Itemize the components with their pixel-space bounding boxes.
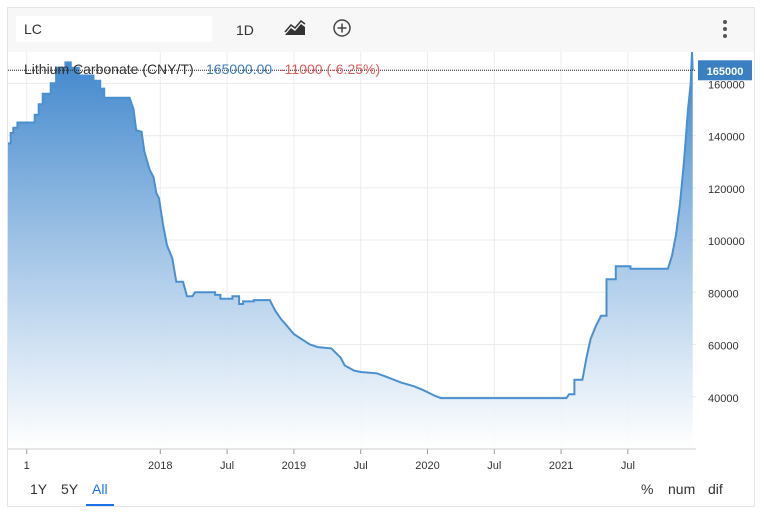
chart-footer: 1Y 5Y All % num dif — [8, 478, 754, 506]
price-line — [8, 51, 694, 400]
last-price: 165000.00 — [206, 61, 272, 77]
price-change: -11000 (-6.25%) — [280, 61, 380, 77]
vertical-dots-icon[interactable] — [720, 18, 730, 42]
y-tick-label: 120000 — [708, 184, 745, 196]
range-1y-button[interactable]: 1Y — [30, 481, 48, 497]
x-tick-label: 2020 — [415, 460, 439, 472]
plus-circle-icon[interactable] — [332, 18, 352, 42]
symbol-input[interactable] — [16, 16, 212, 42]
instrument-name: Lithium Carbonate (CNY/T) — [24, 61, 194, 77]
chart-plot-area: 400006000080000100000120000140000160000 … — [8, 51, 752, 472]
x-tick-label: 1 — [24, 460, 30, 472]
y-tick-label: 40000 — [708, 393, 739, 405]
y-tick-label: 160000 — [708, 79, 745, 91]
last-value-label: 165000 — [707, 66, 744, 78]
y-tick-label: 140000 — [708, 132, 745, 144]
interval-button[interactable]: 1D — [236, 22, 254, 38]
line-chart-icon[interactable] — [284, 19, 306, 44]
price-area-fill — [8, 52, 693, 449]
chart-toolbar: 1D — [8, 8, 754, 52]
last-value-badge — [698, 60, 752, 81]
x-tick-label: Jul — [220, 460, 234, 472]
chart-widget: 40000 60000 80000 100000 120000 140000 160000 … — [7, 7, 755, 507]
x-tick-label: 2018 — [148, 460, 172, 472]
mode-difference-button[interactable]: dif — [708, 481, 723, 497]
x-tick-label: 2019 — [282, 460, 306, 472]
x-tick-label: Jul — [621, 460, 635, 472]
range-5y-button[interactable]: 5Y — [61, 481, 79, 497]
y-tick-label: 60000 — [708, 341, 739, 353]
active-range-indicator — [86, 504, 114, 506]
mode-percent-button[interactable]: % — [641, 481, 654, 497]
x-tick-label: Jul — [354, 460, 368, 472]
mode-number-button[interactable]: num — [668, 481, 696, 497]
x-tick-label: Jul — [487, 460, 501, 472]
y-tick-label: 100000 — [708, 236, 745, 248]
range-all-button[interactable]: All — [92, 481, 108, 497]
x-tick-label: 2021 — [549, 460, 573, 472]
y-tick-label: 80000 — [708, 288, 739, 300]
